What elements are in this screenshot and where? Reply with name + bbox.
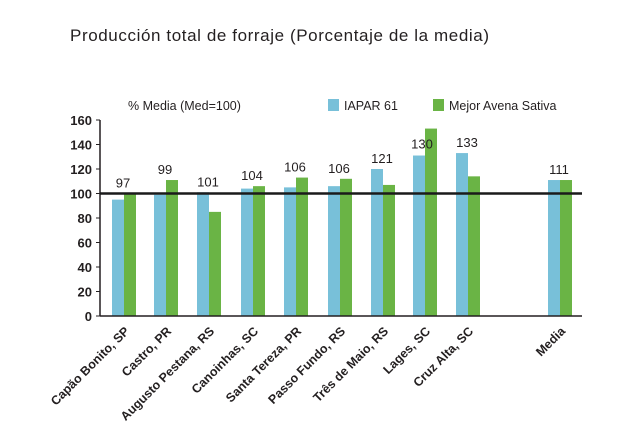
bar-iapar-0 (112, 199, 124, 316)
bar-iapar-5 (328, 186, 340, 316)
data-label: 104 (241, 168, 263, 183)
data-label: 111 (549, 162, 569, 177)
bar-avena-8 (468, 176, 480, 316)
data-label: 97 (116, 176, 130, 191)
axes-layer: 0 20 40 60 80 100 120 140 160 (70, 113, 582, 324)
bar-iapar-4 (284, 187, 296, 316)
bar-iapar-9 (548, 180, 560, 316)
bar-iapar-8 (456, 153, 468, 316)
y-axis-label: % Media (Med=100) (128, 99, 241, 113)
y-tick-label: 0 (85, 309, 92, 324)
bar-avena-4 (296, 177, 308, 316)
data-label: 101 (197, 174, 219, 189)
x-tick-label: Media (533, 323, 569, 359)
y-tick-label: 120 (70, 162, 92, 177)
data-label: 130 (411, 137, 433, 152)
legend-swatch-avena (433, 99, 444, 111)
y-tick-label: 160 (70, 113, 92, 128)
bars-layer (112, 128, 572, 316)
legend-label-iapar: IAPAR 61 (344, 99, 398, 113)
bar-avena-1 (166, 180, 178, 316)
bar-iapar-2 (197, 192, 209, 316)
data-label: 133 (456, 135, 478, 150)
x-tick-label: Santa Tereza, PR (223, 324, 304, 405)
bar-avena-3 (253, 186, 265, 316)
x-tick-label: Passo Fundo, RS (266, 324, 349, 407)
bar-avena-0 (124, 193, 136, 316)
data-label: 106 (284, 160, 306, 175)
x-tick-label: Três de Maio, RS (310, 324, 391, 405)
y-tick-label: 80 (78, 211, 92, 226)
legend-label-avena: Mejor Avena Sativa (449, 99, 557, 113)
y-tick-label: 60 (78, 236, 92, 251)
bar-iapar-3 (241, 188, 253, 316)
bar-avena-7 (425, 128, 437, 316)
y-tick-label: 100 (70, 187, 92, 202)
bar-iapar-6 (371, 169, 383, 316)
bar-avena-5 (340, 178, 352, 316)
data-label: 99 (158, 162, 172, 177)
bar-iapar-1 (154, 194, 166, 316)
bar-iapar-7 (413, 155, 425, 316)
bar-avena-9 (560, 180, 572, 316)
x-tick-label: Capão Bonito, SP (48, 324, 132, 408)
y-tick-label: 40 (78, 260, 92, 275)
legend: IAPAR 61 Mejor Avena Sativa (328, 99, 557, 113)
data-label: 106 (328, 161, 350, 176)
data-label: 121 (371, 151, 393, 166)
chart-title: Producción total de forraje (Porcentaje … (70, 26, 490, 45)
bar-avena-2 (209, 211, 221, 316)
bar-avena-6 (383, 184, 395, 316)
y-tick-label: 140 (70, 138, 92, 153)
legend-swatch-iapar (328, 99, 339, 111)
y-tick-label: 20 (78, 285, 92, 300)
